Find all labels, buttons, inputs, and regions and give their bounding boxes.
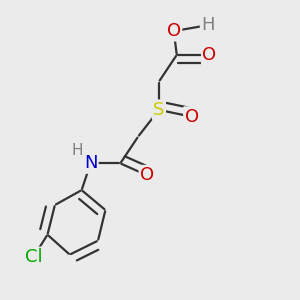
- Text: H: H: [201, 16, 215, 34]
- Text: O: O: [140, 166, 154, 184]
- Text: H: H: [71, 142, 83, 158]
- Text: N: N: [84, 154, 97, 172]
- Text: O: O: [167, 22, 181, 40]
- Text: O: O: [202, 46, 217, 64]
- Text: S: S: [153, 101, 165, 119]
- Text: Cl: Cl: [25, 248, 42, 266]
- Text: O: O: [184, 108, 199, 126]
